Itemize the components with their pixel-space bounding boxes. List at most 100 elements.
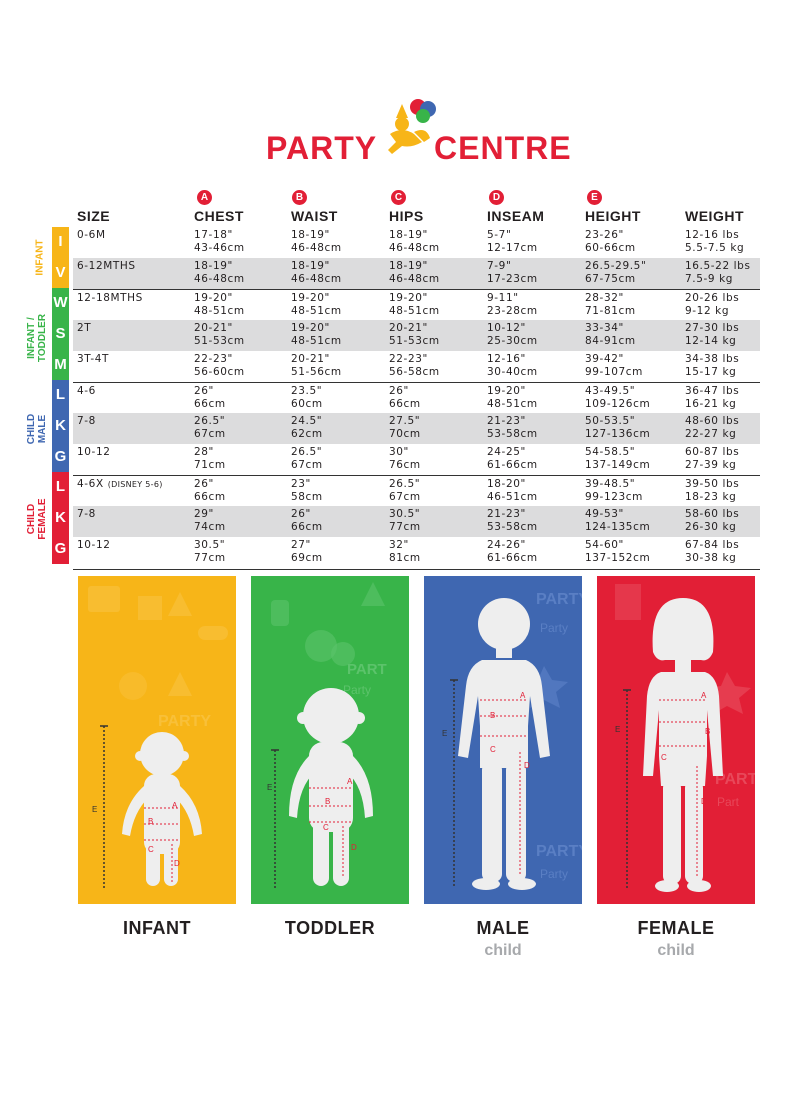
height-cell: 50-53.5" 127-136cm — [585, 415, 651, 440]
weight-cell: 48-60 lbs 22-27 kg — [685, 415, 740, 440]
header-inseam: INSEAM — [487, 208, 545, 224]
svg-text:PART: PART — [715, 771, 755, 788]
header-chest: CHEST — [194, 208, 244, 224]
size-note: (DISNEY 5-6) — [107, 480, 163, 489]
waist-cell: 27" 69cm — [291, 539, 323, 564]
size-cell: 7-8 — [77, 415, 96, 427]
size-cell: 6-12MTHS — [77, 260, 136, 272]
inseam-cell: 12-16" 30-40cm — [487, 353, 538, 378]
measurement-badges: A B C D E — [0, 190, 800, 208]
panel-toddler: PART Party E A B C D — [251, 576, 409, 904]
height-cell: 39-48.5" 99-123cm — [585, 478, 643, 503]
hips-cell: 32" 81cm — [389, 539, 421, 564]
weight-cell: 27-30 lbs 12-14 kg — [685, 322, 740, 347]
table-row: 7-8 29" 74cm 26" 66cm 30.5" 77cm 21-23" 53-58cm 4… — [73, 506, 760, 537]
svg-text:E: E — [267, 783, 272, 792]
inseam-cell: 21-23" 53-58cm — [487, 415, 538, 440]
size-letter: L — [55, 386, 66, 403]
weight-cell: 60-87 lbs 27-39 kg — [685, 446, 740, 471]
inseam-cell: 5-7" 12-17cm — [487, 229, 538, 254]
infant-figure-icon: PARTY E A B C D — [78, 576, 236, 904]
waist-cell: 19-20" 48-51cm — [291, 322, 342, 347]
category-label-female: CHILD FEMALE — [26, 498, 48, 540]
panel-sub-female: child — [657, 942, 695, 959]
svg-text:C: C — [661, 753, 667, 762]
svg-text:D: D — [351, 843, 357, 852]
hips-cell: 26.5" 67cm — [389, 478, 421, 503]
svg-text:A: A — [701, 691, 707, 700]
svg-text:Party: Party — [343, 683, 371, 697]
hips-cell: 22-23" 56-58cm — [389, 353, 440, 378]
table-row: 0-6M 17-18" 43-46cm 18-19" 46-48cm 18-19" 46-4… — [73, 227, 760, 258]
svg-text:Party: Party — [540, 867, 568, 881]
table-row: 4-6 26" 66cm 23.5" 60cm 26" 66cm 19-20" 48-51cm 4… — [73, 382, 760, 413]
size-cell: 10-12 — [77, 539, 111, 551]
inseam-badge: D — [489, 190, 504, 205]
brand-logo: PARTY CENTRE — [266, 96, 576, 166]
panel-label-toddler: TODDLER — [284, 918, 376, 938]
panel-infant: PARTY E A B C D — [78, 576, 236, 904]
hips-cell: 26" 66cm — [389, 385, 421, 410]
waist-cell: 23.5" 60cm — [291, 385, 323, 410]
size-letter: W — [53, 294, 68, 311]
height-cell: 54-58.5" 137-149cm — [585, 446, 651, 471]
svg-text:D: D — [174, 859, 180, 868]
chest-cell: 17-18" 43-46cm — [194, 229, 245, 254]
hips-cell: 30" 76cm — [389, 446, 421, 471]
inseam-cell: 21-23" 53-58cm — [487, 508, 538, 533]
svg-text:B: B — [148, 817, 153, 826]
height-cell: 54-60" 137-152cm — [585, 539, 651, 564]
size-letter: V — [55, 264, 66, 281]
category-bar-male: L K G — [52, 380, 69, 472]
weight-cell: 58-60 lbs 26-30 kg — [685, 508, 740, 533]
svg-text:PARTY: PARTY — [536, 843, 582, 860]
inseam-cell: 18-20" 46-51cm — [487, 478, 538, 503]
size-letter: G — [54, 448, 67, 465]
chest-cell: 26" 66cm — [194, 385, 226, 410]
waist-cell: 26" 66cm — [291, 508, 323, 533]
svg-text:C: C — [490, 745, 496, 754]
chest-cell: 19-20" 48-51cm — [194, 292, 245, 317]
svg-text:PARTY: PARTY — [158, 713, 211, 730]
height-badge: E — [587, 190, 602, 205]
weight-cell: 67-84 lbs 30-38 kg — [685, 539, 740, 564]
chest-cell: 20-21" 51-53cm — [194, 322, 245, 347]
waist-badge: B — [292, 190, 307, 205]
hips-cell: 20-21" 51-53cm — [389, 322, 440, 347]
hips-badge: C — [391, 190, 406, 205]
waist-cell: 20-21" 51-56cm — [291, 353, 342, 378]
svg-text:A: A — [172, 801, 178, 810]
panel-label-female: FEMALE — [637, 918, 715, 938]
header-hips: HIPS — [389, 208, 424, 224]
size-letter: M — [54, 356, 67, 373]
panel-female: PART Part E A B C D — [597, 576, 755, 904]
size-letter: G — [54, 540, 67, 557]
table-row: 10-12 30.5" 77cm 27" 69cm 32" 81cm 24-26" 61-66c… — [73, 537, 760, 568]
size-cell: 12-18MTHS — [77, 292, 143, 304]
table-row: 2T 20-21" 51-53cm 19-20" 48-51cm 20-21" 51-53c… — [73, 320, 760, 351]
table-row: 7-8 26.5" 67cm 24.5" 62cm 27.5" 70cm 21-23" 53-5… — [73, 413, 760, 444]
chest-cell: 26.5" 67cm — [194, 415, 226, 440]
hips-cell: 27.5" 70cm — [389, 415, 421, 440]
panel-label-male: MALE — [476, 918, 530, 938]
category-bar-toddler: W S M — [52, 288, 69, 380]
svg-text:PARTY: PARTY — [536, 591, 582, 608]
svg-text:PART: PART — [347, 661, 387, 678]
size-cell: 2T — [77, 322, 92, 334]
svg-text:D: D — [701, 797, 707, 806]
panel-label-infant: INFANT — [123, 918, 191, 938]
waist-cell: 23" 58cm — [291, 478, 323, 503]
hips-cell: 30.5" 77cm — [389, 508, 421, 533]
weight-cell: 16.5-22 lbs 7.5-9 kg — [685, 260, 751, 285]
size-letter: L — [55, 478, 66, 495]
chest-cell: 29" 74cm — [194, 508, 226, 533]
waist-cell: 18-19" 46-48cm — [291, 229, 342, 254]
chest-cell: 18-19" 46-48cm — [194, 260, 245, 285]
inseam-cell: 24-25" 61-66cm — [487, 446, 538, 471]
table-row: 3T-4T 22-23" 56-60cm 20-21" 51-56cm 22-23" 56-… — [73, 351, 760, 382]
svg-text:A: A — [520, 691, 526, 700]
height-cell: 26.5-29.5" 67-75cm — [585, 260, 647, 285]
svg-text:A: A — [347, 777, 353, 786]
svg-text:E: E — [92, 805, 97, 814]
header-size: SIZE — [77, 208, 111, 224]
